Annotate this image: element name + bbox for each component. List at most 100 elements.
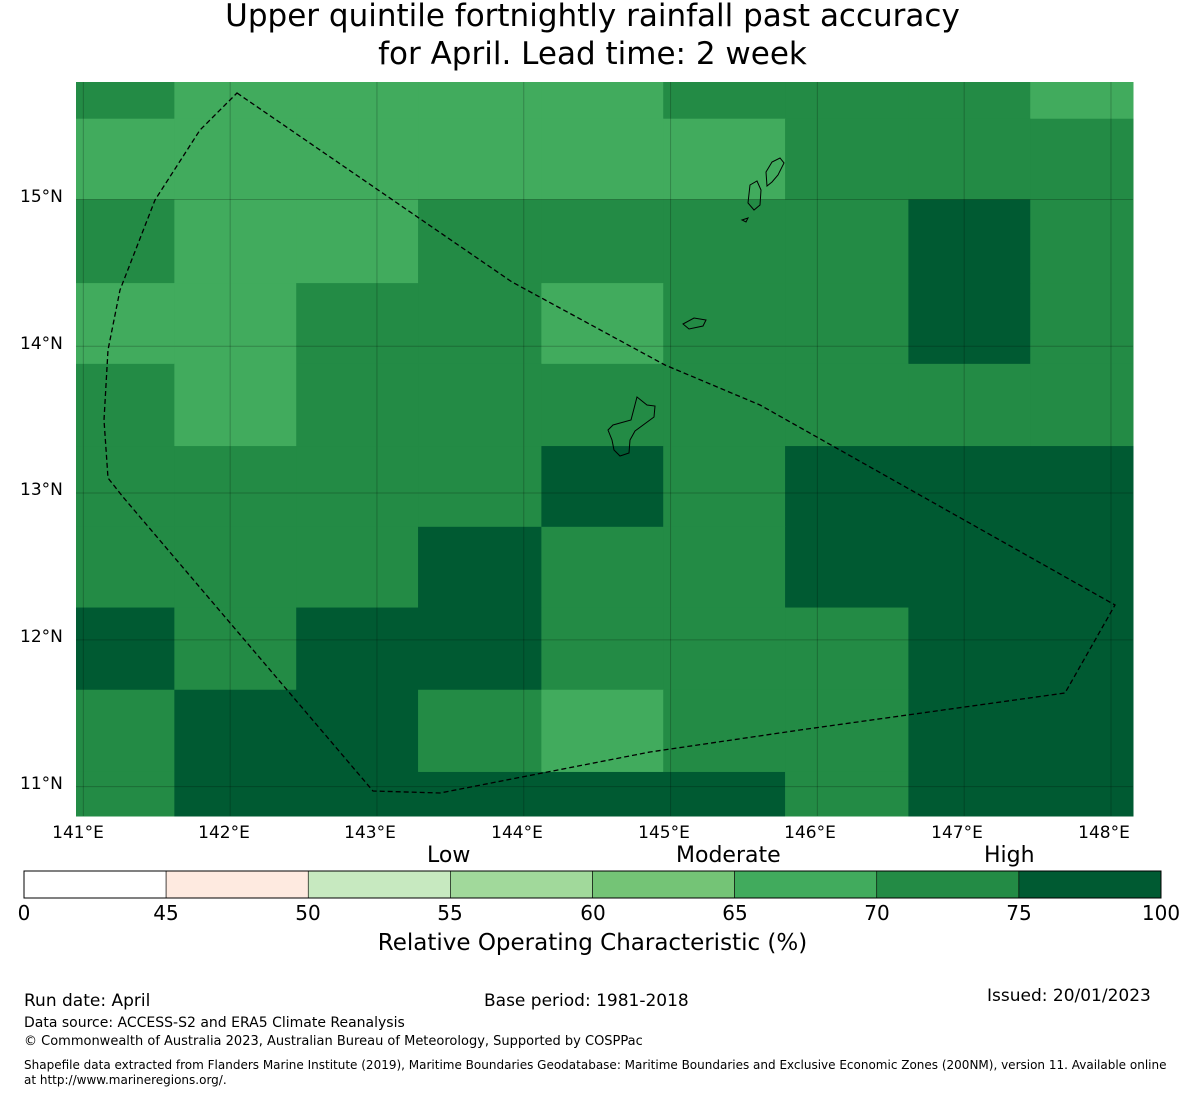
lat-label-14: 14°N <box>20 334 63 354</box>
roc-cell <box>418 607 542 691</box>
roc-cell <box>296 526 419 609</box>
category-high: High <box>984 843 1035 868</box>
roc-cell <box>908 118 1031 200</box>
map-title-line1: Upper quintile fortnightly rainfall past… <box>225 0 960 34</box>
roc-cell <box>1030 689 1134 773</box>
roc-cell <box>1030 771 1134 817</box>
roc-cell <box>418 363 542 447</box>
roc-cell <box>418 199 542 284</box>
roc-cell <box>1030 118 1134 200</box>
roc-cell <box>663 689 786 773</box>
roc-cell <box>76 771 175 817</box>
cb-tick-75: 75 <box>1006 901 1032 925</box>
roc-cell <box>663 607 786 691</box>
roc-cell <box>174 689 297 773</box>
roc-cell <box>663 771 786 817</box>
colorbar-segment <box>734 870 878 899</box>
lat-label-11: 11°N <box>20 774 63 794</box>
roc-cell <box>1030 526 1134 609</box>
roc-cell <box>908 526 1031 609</box>
roc-cell <box>76 689 175 773</box>
roc-cell <box>785 363 909 447</box>
lon-label-141: 141°E <box>52 823 104 843</box>
roc-cell <box>785 446 909 528</box>
cb-tick-45: 45 <box>153 901 179 925</box>
colorbar-outline <box>23 870 1162 899</box>
roc-cell <box>174 283 297 365</box>
roc-cell <box>541 689 664 773</box>
island-guam <box>607 396 656 457</box>
roc-cell <box>785 771 909 817</box>
roc-cell <box>296 118 419 200</box>
colorbar-segment <box>1018 870 1162 899</box>
roc-cell <box>541 363 664 447</box>
roc-cell <box>663 118 786 200</box>
roc-cell <box>296 607 419 691</box>
shapefile-credit-line2: at http://www.marineregions.org/. <box>24 1073 227 1087</box>
roc-cell <box>908 446 1031 528</box>
roc-cell <box>541 199 664 284</box>
roc-cell <box>541 526 664 609</box>
colorbar <box>23 870 1162 899</box>
lat-label-15: 15°N <box>20 187 63 207</box>
roc-cell <box>174 199 297 284</box>
copyright: © Commonwealth of Australia 2023, Austra… <box>24 1034 643 1049</box>
eez-boundary <box>103 92 1116 794</box>
roc-cell <box>785 118 909 200</box>
lon-label-142: 142°E <box>198 823 250 843</box>
colorbar-segment <box>23 870 167 899</box>
lon-label-146: 146°E <box>784 823 836 843</box>
roc-cell <box>418 771 542 817</box>
roc-cell <box>541 82 664 120</box>
roc-cell <box>296 82 419 120</box>
roc-cell <box>296 771 419 817</box>
roc-cell <box>663 526 786 609</box>
roc-cell <box>663 363 786 447</box>
roc-cell <box>908 199 1031 284</box>
graticule <box>76 82 1133 816</box>
island-rota <box>682 317 707 330</box>
lon-label-148: 148°E <box>1078 823 1130 843</box>
roc-cell <box>418 82 542 120</box>
roc-cell <box>76 199 175 284</box>
roc-cell <box>663 199 786 284</box>
cb-tick-60: 60 <box>580 901 606 925</box>
roc-cell <box>418 526 542 609</box>
lon-label-144: 144°E <box>491 823 543 843</box>
roc-cell <box>663 446 786 528</box>
roc-cell <box>418 689 542 773</box>
colorbar-segment <box>592 870 735 899</box>
roc-cell <box>418 283 542 365</box>
cb-tick-50: 50 <box>295 901 321 925</box>
roc-cell <box>174 118 297 200</box>
lon-label-143: 143°E <box>344 823 396 843</box>
roc-cell <box>174 363 297 447</box>
roc-cell <box>174 607 297 691</box>
roc-cell <box>1030 607 1134 691</box>
roc-cell <box>418 446 542 528</box>
roc-cell <box>296 283 419 365</box>
colorbar-segment <box>307 870 451 899</box>
roc-cell <box>174 771 297 817</box>
roc-cell <box>418 118 542 200</box>
roc-cell <box>296 446 419 528</box>
roc-cell <box>541 118 664 200</box>
roc-cell <box>1030 283 1134 365</box>
roc-cell <box>76 446 175 528</box>
colorbar-label: Relative Operating Characteristic (%) <box>377 930 808 956</box>
roc-cell <box>541 283 664 365</box>
map-title-line2: for April. Lead time: 2 week <box>378 36 807 72</box>
lon-label-145: 145°E <box>638 823 690 843</box>
cb-tick-55: 55 <box>437 901 463 925</box>
roc-cell <box>296 689 419 773</box>
category-moderate: Moderate <box>676 843 781 868</box>
roc-cell <box>908 82 1031 120</box>
lat-label-13: 13°N <box>20 480 63 500</box>
roc-cell <box>76 607 175 691</box>
colorbar-segment <box>876 870 1020 899</box>
roc-cell <box>174 526 297 609</box>
roc-cell <box>76 82 175 120</box>
roc-cell <box>76 526 175 609</box>
roc-cell <box>785 283 909 365</box>
roc-cell <box>785 607 909 691</box>
